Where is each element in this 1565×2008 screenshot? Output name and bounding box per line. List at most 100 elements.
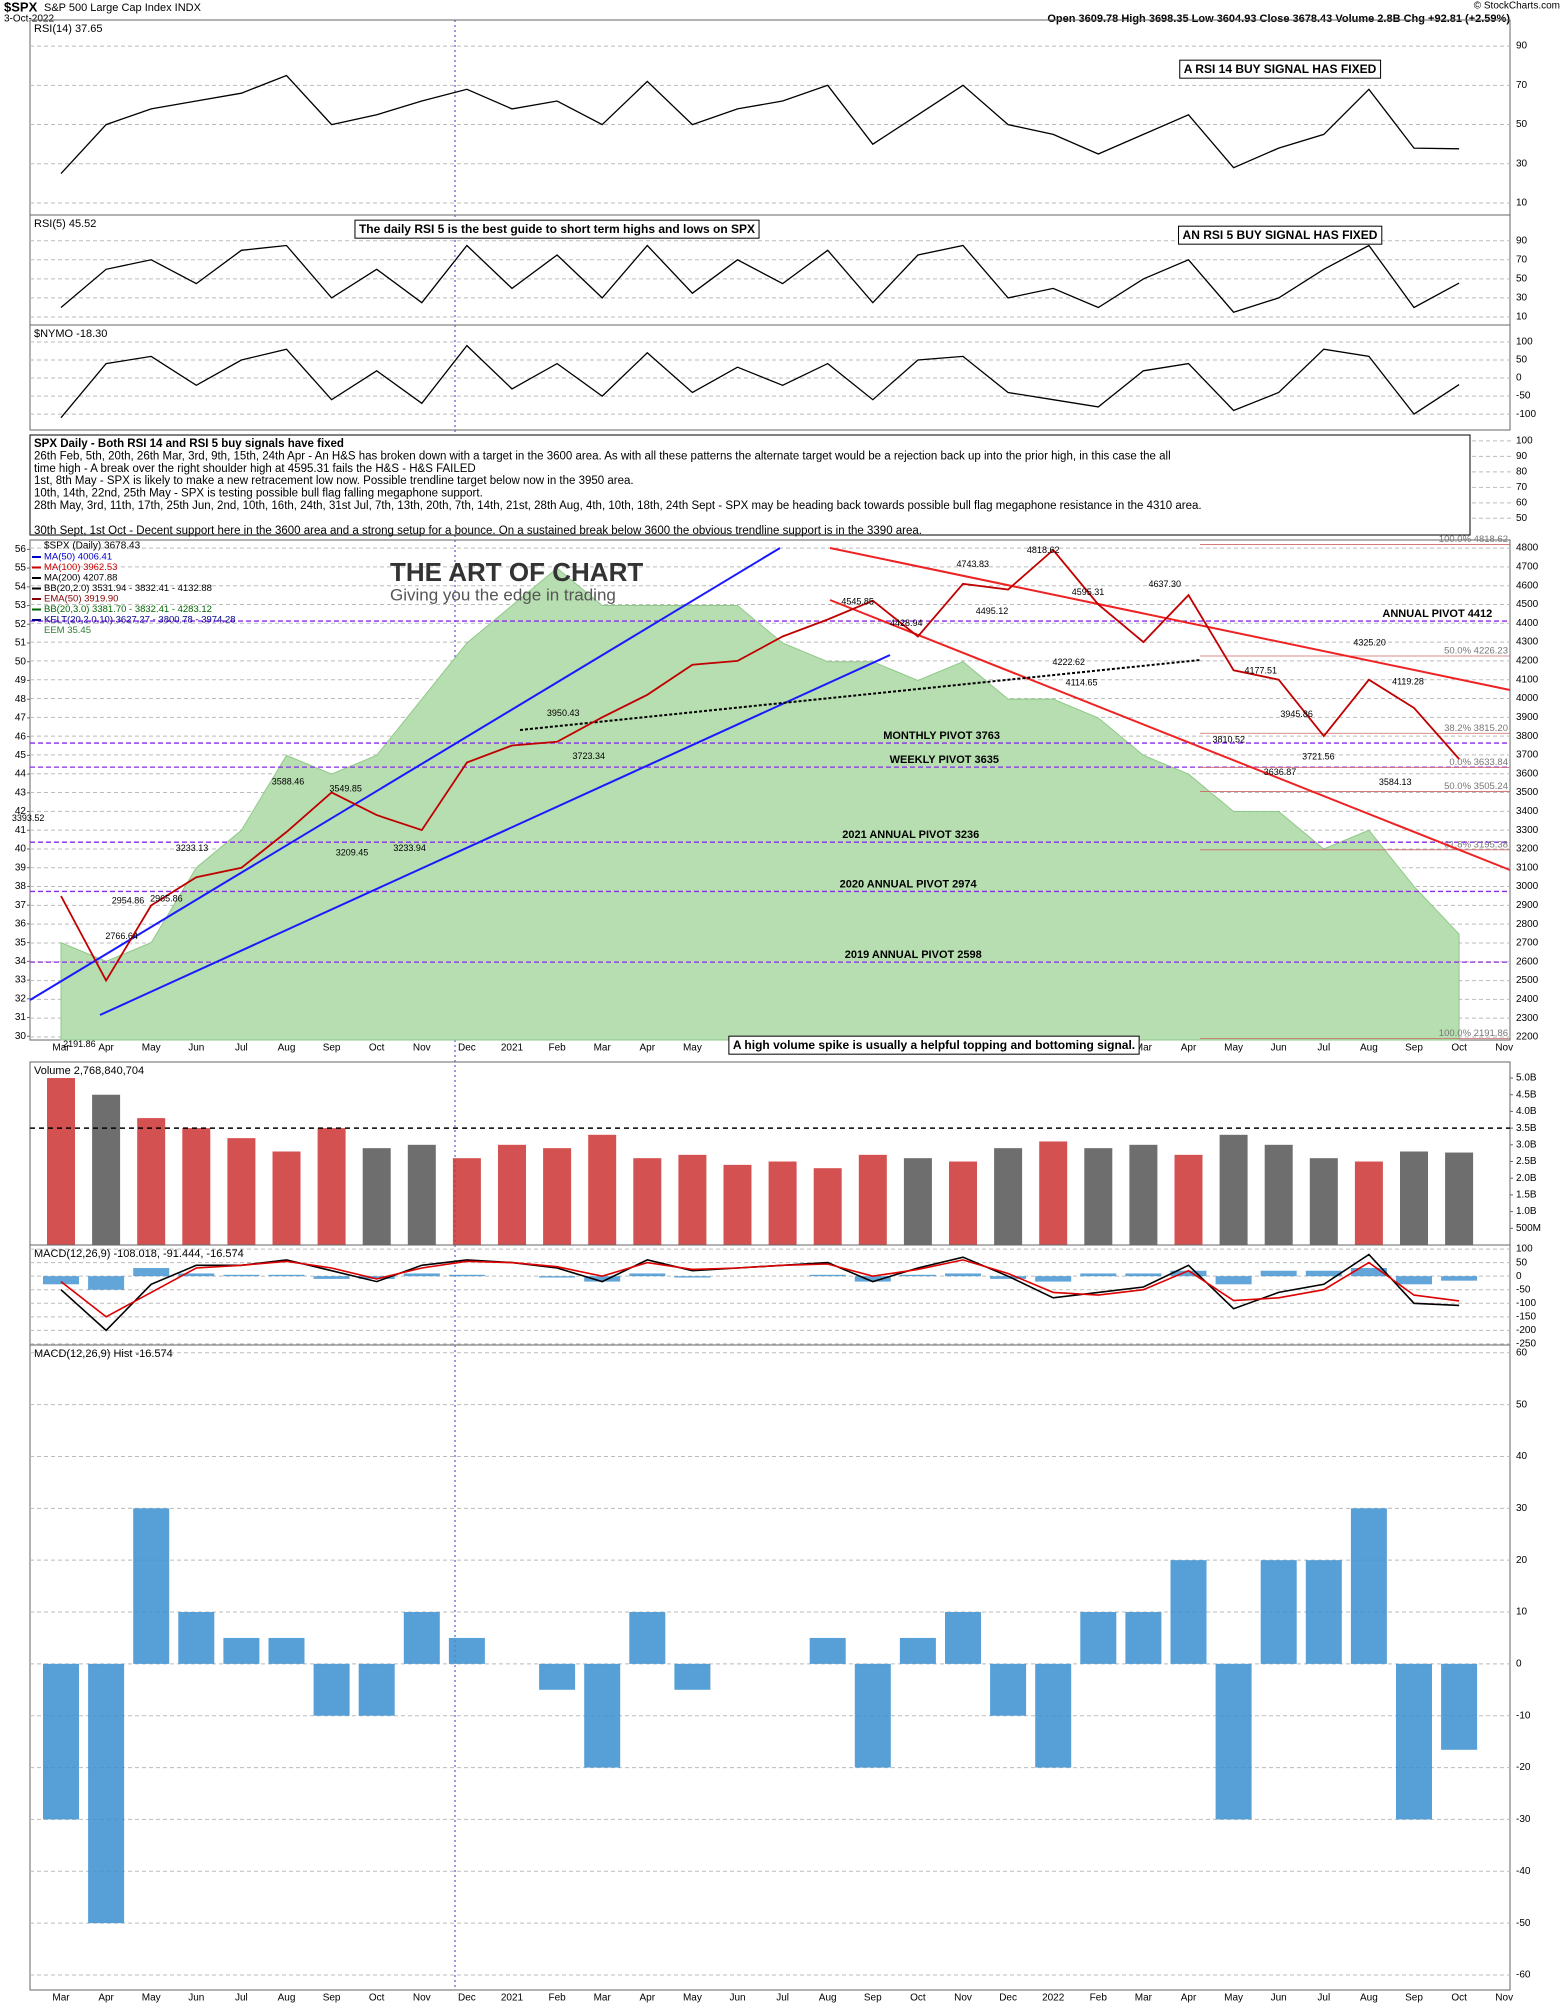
bar [317,1128,346,1245]
x-tick-label: Oct [1451,1043,1467,1054]
y-tick-label: 55 [15,563,27,574]
bar [1354,1161,1383,1245]
x-tick-label: Apr [98,1043,114,1054]
y-tick-label: 36 [15,919,27,930]
bar [137,1118,166,1245]
y-tick-label: 90 [1516,235,1528,246]
y-tick-label: 20 [1516,1555,1528,1566]
y-tick-label: 30 [1516,158,1528,169]
y-tick-label: 3200 [1516,844,1539,855]
bar [227,1138,256,1245]
macd-hist-bar [1215,1276,1252,1285]
bar [133,1508,170,1664]
y-tick-label: 2600 [1516,956,1539,967]
bar [498,1144,526,1245]
data-line [60,244,1460,313]
y-tick-label: 3000 [1516,881,1539,892]
x-tick-label: Jun [188,1043,204,1054]
x-tick-label: Nov [413,1043,431,1054]
y-tick-label: 80 [1516,466,1528,477]
y-tick-label: 54 [15,581,27,592]
bar [1441,1663,1478,1750]
y-tick-label: 48 [15,694,27,705]
y-tick-label: 43 [15,787,27,798]
price-label: 3584.13 [1379,777,1412,787]
bar [858,1154,887,1245]
bar [1305,1560,1342,1664]
y-tick-label: 2900 [1516,900,1539,911]
bar [1084,1148,1113,1245]
y-tick-label: 31 [15,1012,27,1023]
price-label: 3945.86 [1280,709,1313,719]
x-tick-label: Aug [1360,1043,1378,1054]
y-tick-label: 4700 [1516,562,1539,573]
y-tick-label: 0 [1516,373,1522,384]
panel-frame [29,324,1511,431]
bar [47,1078,75,1245]
date: 3-Oct-2022 [4,14,54,25]
bar [88,1663,125,1924]
x-tick-label: May [142,1043,161,1054]
y-tick-label: -40 [1516,1866,1531,1877]
annotation-line: 10th, 14th, 22nd, 25th May - SPX is test… [34,488,483,500]
price-label: 4325.20 [1353,638,1386,648]
bar [813,1168,842,1245]
x-tick-label: Sep [323,1043,341,1054]
callout: A high volume spike is usually a helpful… [733,1038,1135,1052]
x-tick-label: Sep [323,1993,341,2004]
y-tick-label: 32 [15,993,27,1004]
callout-box [1179,59,1382,79]
y-tick-label: 3400 [1516,806,1539,817]
x-tick-label: Mar [52,1993,70,2004]
x-tick-label: Nov [413,1993,431,2004]
price-label: 3233.94 [393,843,426,853]
legend-entry: MA(50) 4006.41 [44,552,112,563]
panel-title: RSI(5) 45.52 [34,218,96,230]
x-tick-label: Apr [1181,1043,1197,1054]
y-tick-label: 35 [15,937,27,948]
x-tick-label: Aug [819,1993,837,2004]
pivot-label: MONTHLY PIVOT 3763 [883,730,1000,742]
x-tick-label: Dec [458,1993,476,2004]
bar [1174,1154,1203,1245]
legend-entry: BB(20,3.0) 3381.70 - 3832.41 - 4283.12 [44,604,212,615]
x-tick-label: Mar [594,1043,612,1054]
y-tick-label: 30 [1516,1503,1528,1514]
y-tick-label: 50 [1516,1257,1528,1268]
macd-hist-bar [268,1274,305,1277]
macd-hist-bar [1396,1276,1432,1285]
macd-hist-bar [809,1274,846,1277]
annotation-line: 30th Sept, 1st Oct - Decent support here… [34,525,922,537]
bar [1400,1151,1428,1245]
bar [629,1612,666,1664]
price-label: 3810.52 [1213,735,1246,745]
y-tick-label: -50 [1516,1918,1531,1929]
x-tick-label: Jul [235,1993,248,2004]
x-tick-label: Aug [278,1993,296,2004]
source: © StockCharts.com [1474,1,1560,12]
price-label: 4818.62 [1027,545,1060,555]
y-tick-label: 40 [15,844,27,855]
y-tick-label: 0 [1516,1659,1522,1670]
bar [945,1612,981,1664]
bar [723,1164,752,1245]
bar [678,1154,707,1245]
y-tick-label: 100 [1516,337,1533,348]
price-label: 4119.28 [1392,676,1424,686]
y-tick-label: 2400 [1516,994,1539,1005]
y-tick-label: 49 [15,675,27,686]
bar [990,1663,1027,1716]
macd-hist-bar [1260,1270,1297,1277]
data-line [60,1259,1460,1318]
y-tick-label: -100 [1516,1298,1536,1309]
y-tick-label: 4300 [1516,637,1539,648]
x-tick-label: Jun [1271,1043,1287,1054]
y-tick-label: 10 [1516,1607,1528,1618]
y-tick-label: 4600 [1516,580,1539,591]
bar [1264,1144,1293,1245]
fib-label: 38.2% 3815.20 [1444,723,1508,734]
pivot-label: 2020 ANNUAL PIVOT 2974 [840,878,978,890]
price-label: 3723.34 [573,751,606,761]
macd-hist-bar [223,1274,260,1277]
